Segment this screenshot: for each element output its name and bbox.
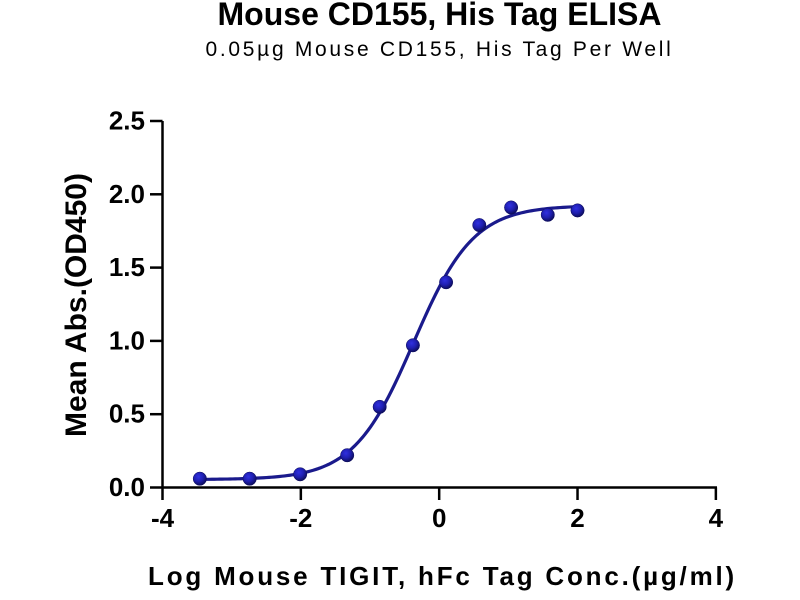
svg-text:0.5: 0.5 <box>109 399 145 429</box>
svg-text:2.0: 2.0 <box>109 179 145 209</box>
svg-text:2: 2 <box>570 503 584 533</box>
svg-text:0.0: 0.0 <box>109 472 145 502</box>
svg-text:0: 0 <box>432 503 446 533</box>
svg-text:1.0: 1.0 <box>109 325 145 355</box>
svg-text:-4: -4 <box>151 503 175 533</box>
svg-text:2.5: 2.5 <box>109 106 145 136</box>
svg-text:4: 4 <box>709 503 724 533</box>
svg-text:-2: -2 <box>289 503 312 533</box>
svg-text:1.5: 1.5 <box>109 252 145 282</box>
